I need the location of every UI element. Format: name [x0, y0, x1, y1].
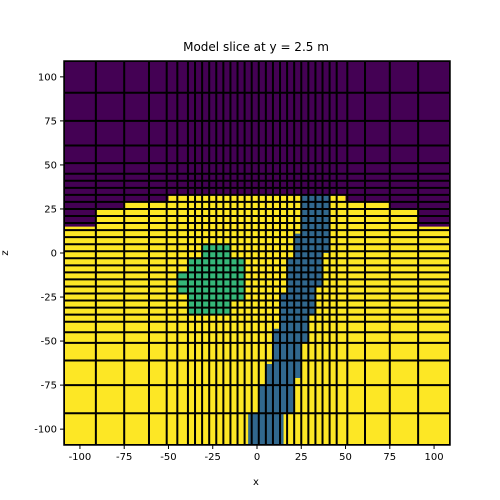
x-axis: -100 -75 -50 -25 0 25 50 75 100: [69, 445, 444, 463]
x-tick-label: -75: [116, 452, 132, 463]
y-tick-label: 0: [51, 249, 57, 260]
x-tick-label: 50: [339, 452, 352, 463]
x-tick-label: -50: [160, 452, 176, 463]
y-axis-label: z: [0, 250, 11, 255]
y-tick-label: 100: [38, 72, 57, 83]
y-tick-label: -50: [41, 337, 57, 348]
plot-area: [64, 61, 450, 445]
y-tick-label: -75: [41, 381, 57, 392]
x-tick-label: 0: [254, 452, 260, 463]
x-tick-label: 75: [383, 452, 396, 463]
chart-title: Model slice at y = 2.5 m: [183, 40, 329, 54]
y-tick-label: 75: [44, 116, 57, 127]
y-tick-label: 25: [44, 204, 57, 215]
x-tick-label: -25: [205, 452, 221, 463]
y-tick-label: 50: [44, 160, 57, 171]
model-region-1: [64, 194, 450, 445]
x-tick-label: 100: [425, 452, 444, 463]
y-tick-label: -25: [41, 293, 57, 304]
y-tick-label: -100: [34, 425, 57, 436]
x-axis-label: x: [253, 477, 259, 488]
x-tick-label: 25: [295, 452, 308, 463]
x-tick-label: -100: [69, 452, 92, 463]
y-axis: -100 -75 -50 -25 0 25 50 75 100: [34, 72, 64, 436]
